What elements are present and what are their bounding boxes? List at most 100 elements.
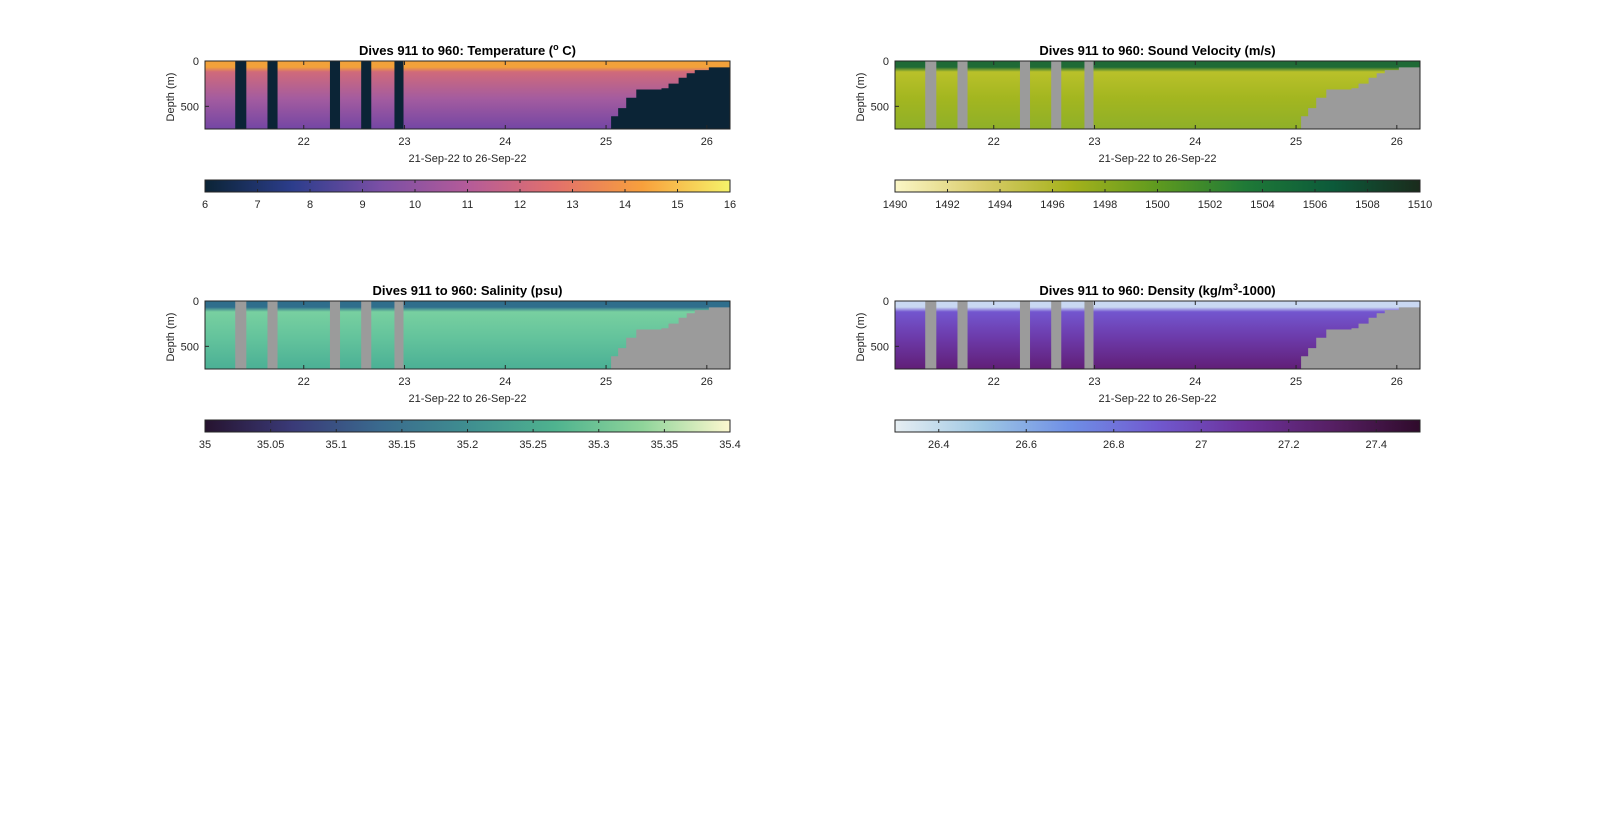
colorbar-tick-label: 1502: [1198, 199, 1222, 211]
data-gap: [1084, 301, 1094, 369]
colorbar-tick-label: 35.1: [326, 439, 347, 451]
y-tick-label: 0: [193, 56, 199, 68]
colorbar-tick-label: 1490: [883, 199, 907, 211]
y-axis-label: Depth (m): [855, 313, 867, 362]
data-gap: [1051, 301, 1062, 369]
y-tick-label: 500: [181, 101, 199, 113]
colorbar-tick-label: 1504: [1250, 199, 1274, 211]
chart-title: Dives 911 to 960: Sound Velocity (m/s): [1039, 43, 1275, 58]
x-tick-label: 22: [988, 376, 1000, 388]
x-tick-label: 26: [1391, 136, 1403, 148]
colorbar-tick-label: 35.05: [257, 439, 285, 451]
salinity-chart-panel: Dives 911 to 960: Salinity (psu) 22 23 24 25…: [155, 278, 775, 463]
data-gap: [925, 61, 937, 129]
colorbar-tick-label: 35.15: [388, 439, 416, 451]
y-tick-label: 500: [871, 341, 889, 353]
colorbar-tick-label: 27.4: [1366, 439, 1387, 451]
colorbar-tick-label: 7: [254, 199, 260, 211]
x-tick-label: 25: [1290, 376, 1302, 388]
colorbar-tick-label: 6: [202, 199, 208, 211]
salinity-chart: Dives 911 to 960: Salinity (psu) 22 23 24 25…: [165, 283, 741, 451]
data-gap: [957, 61, 968, 129]
colorbar-tick-label: 26.4: [928, 439, 949, 451]
x-axis-label: 21-Sep-22 to 26-Sep-22: [1098, 153, 1216, 165]
x-tick-label: 25: [600, 136, 612, 148]
y-tick-label: 500: [871, 101, 889, 113]
data-gap: [267, 301, 278, 369]
colorbar-tick-label: 8: [307, 199, 313, 211]
chart-title: Dives 911 to 960: Density (kg/m3-1000): [1039, 282, 1275, 298]
x-tick-label: 26: [1391, 376, 1403, 388]
colorbar-tick-label: 1506: [1303, 199, 1327, 211]
chart-title: Dives 911 to 960: Salinity (psu): [372, 283, 562, 298]
colorbar-tick-label: 10: [409, 199, 421, 211]
temperature-chart-panel: Dives 911 to 960: Temperature (o C) 22 23 2…: [155, 38, 775, 223]
y-axis-label: Depth (m): [855, 73, 867, 122]
data-gap: [1051, 61, 1062, 129]
colorbar-tick-label: 14: [619, 199, 631, 211]
seafloor-mask: [1301, 67, 1420, 129]
colorbar-tick-label: 35.4: [719, 439, 740, 451]
density-chart: Dives 911 to 960: Density (kg/m3-1000) 22…: [855, 282, 1421, 451]
y-axis-label: Depth (m): [165, 73, 177, 122]
seafloor-mask: [611, 307, 730, 369]
x-axis-label: 21-Sep-22 to 26-Sep-22: [408, 153, 526, 165]
seafloor-mask: [611, 67, 730, 129]
x-tick-label: 26: [701, 136, 713, 148]
data-gap: [361, 61, 372, 129]
x-axis-label: 21-Sep-22 to 26-Sep-22: [408, 393, 526, 405]
y-tick-label: 0: [883, 56, 889, 68]
colorbar-tick-label: 1508: [1355, 199, 1379, 211]
x-tick-label: 22: [298, 376, 310, 388]
x-tick-label: 23: [1088, 136, 1100, 148]
chart-title: Dives 911 to 960: Temperature (o C): [359, 42, 576, 58]
colorbar-tick-label: 35: [199, 439, 211, 451]
x-tick-label: 25: [1290, 136, 1302, 148]
y-tick-label: 0: [883, 296, 889, 308]
colorbar-tick-label: 1494: [988, 199, 1012, 211]
colorbar-tick-label: 1510: [1408, 199, 1432, 211]
data-gap: [235, 301, 247, 369]
data-gap: [1019, 301, 1031, 369]
temperature-chart: Dives 911 to 960: Temperature (o C) 22 23 2…: [165, 42, 736, 211]
colorbar-tick-label: 35.25: [519, 439, 547, 451]
sound-velocity-chart: Dives 911 to 960: Sound Velocity (m/s) 22…: [855, 43, 1432, 211]
x-tick-label: 24: [499, 136, 511, 148]
colorbar-tick-label: 15: [671, 199, 683, 211]
colorbar-tick-label: 1498: [1093, 199, 1117, 211]
plot-frame: [204, 300, 731, 370]
x-tick-label: 24: [499, 376, 511, 388]
data-gap: [329, 301, 341, 369]
sound-velocity-chart-panel: Dives 911 to 960: Sound Velocity (m/s) 22…: [845, 38, 1465, 223]
data-gap: [394, 301, 404, 369]
data-gap: [957, 301, 968, 369]
colorbar-tick-label: 35.3: [588, 439, 609, 451]
colorbar-tick-label: 1496: [1040, 199, 1064, 211]
x-tick-label: 24: [1189, 136, 1201, 148]
data-gap: [1019, 61, 1031, 129]
colorbar-tick-label: 35.2: [457, 439, 478, 451]
plot-frame: [894, 60, 1421, 130]
x-axis-label: 21-Sep-22 to 26-Sep-22: [1098, 393, 1216, 405]
x-tick-label: 22: [298, 136, 310, 148]
data-gap: [925, 301, 937, 369]
data-gap: [361, 301, 372, 369]
colorbar: [894, 419, 1421, 433]
density-chart-panel: Dives 911 to 960: Density (kg/m3-1000) 22…: [845, 278, 1465, 463]
y-axis-label: Depth (m): [165, 313, 177, 362]
colorbar-tick-label: 27: [1195, 439, 1207, 451]
plot-frame: [894, 300, 1421, 370]
x-tick-label: 23: [398, 136, 410, 148]
plot-frame: [204, 60, 731, 130]
data-gap: [1084, 61, 1094, 129]
y-tick-label: 0: [193, 296, 199, 308]
colorbar-tick-label: 16: [724, 199, 736, 211]
x-tick-label: 22: [988, 136, 1000, 148]
colorbar-tick-label: 9: [359, 199, 365, 211]
colorbar-tick-label: 1500: [1145, 199, 1169, 211]
colorbar-tick-label: 35.35: [651, 439, 679, 451]
colorbar-tick-label: 12: [514, 199, 526, 211]
x-tick-label: 23: [1088, 376, 1100, 388]
colorbar-tick-label: 1492: [935, 199, 959, 211]
colorbar-tick-label: 27.2: [1278, 439, 1299, 451]
